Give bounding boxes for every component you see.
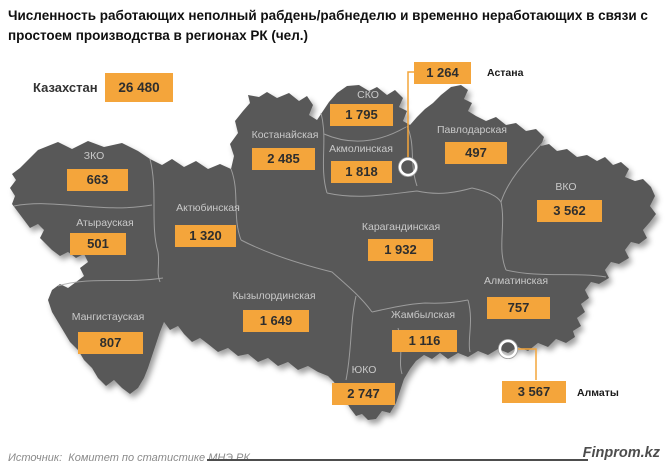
region-label-zko: ЗКО — [83, 150, 105, 162]
region-label-sko: СКО — [357, 89, 379, 101]
region-label-vko: ВКО — [555, 181, 577, 193]
region-label-akmola: Акмолинская — [329, 143, 393, 155]
region-value-yuko: 2 747 — [332, 383, 395, 405]
region-label-kostanay: Костанайская — [251, 129, 319, 141]
country-label: Казахстан — [33, 80, 98, 95]
brand-watermark: Finprom.kz — [582, 445, 660, 461]
region-value-aktobe: 1 320 — [175, 225, 236, 247]
region-label-almaty-obl: Алматинская — [483, 275, 549, 287]
almaty-marker-circle — [498, 339, 518, 359]
region-value-atyrau: 501 — [70, 233, 126, 255]
region-value-kyzylorda: 1 649 — [243, 310, 309, 332]
region-label-zhambyl: Жамбылская — [390, 309, 456, 321]
city-value-astana: 1 264 — [414, 62, 471, 84]
region-value-vko: 3 562 — [537, 200, 602, 222]
region-inner-borders — [13, 112, 607, 381]
kazakhstan-outline — [10, 85, 656, 420]
region-value-mangystau: 807 — [78, 332, 143, 354]
chart-title: Численность работающих неполный рабдень/… — [8, 8, 648, 43]
divider-line — [207, 459, 588, 461]
country-value-box: 26 480 — [105, 73, 173, 102]
source-note: Источник: Комитет по статистике МНЭ РК — [8, 452, 250, 464]
region-value-zko: 663 — [67, 169, 128, 191]
region-label-kyzylorda: Кызылординская — [232, 290, 316, 302]
astana-marker-circle-outer — [398, 157, 418, 177]
city-label-almaty: Алматы — [577, 387, 619, 399]
region-label-yuko: ЮКО — [351, 364, 377, 376]
region-label-karaganda: Карагандинская — [361, 221, 441, 233]
region-value-zhambyl: 1 116 — [392, 330, 457, 352]
region-label-aktobe: Актюбинская — [176, 202, 240, 214]
region-value-pavlodar: 497 — [445, 142, 507, 164]
region-value-sko: 1 795 — [330, 104, 393, 126]
source-label: Источник: — [8, 452, 63, 464]
region-value-almaty-obl: 757 — [487, 297, 550, 319]
astana-marker-circle — [398, 157, 418, 177]
region-label-mangystau: Мангистауская — [71, 311, 145, 323]
region-value-akmola: 1 818 — [331, 161, 392, 183]
almaty-connector-line — [517, 348, 537, 380]
city-label-astana: Астана — [487, 67, 524, 79]
region-label-atyrau: Атырауская — [76, 217, 134, 229]
astana-connector-line — [407, 71, 414, 159]
region-value-kostanay: 2 485 — [252, 148, 315, 170]
region-value-karaganda: 1 932 — [368, 239, 433, 261]
region-label-pavlodar: Павлодарская — [437, 124, 507, 136]
source-text: Комитет по статистике МНЭ РК — [68, 452, 250, 464]
almaty-marker-circle-outer — [498, 339, 518, 359]
city-value-almaty: 3 567 — [502, 381, 566, 403]
